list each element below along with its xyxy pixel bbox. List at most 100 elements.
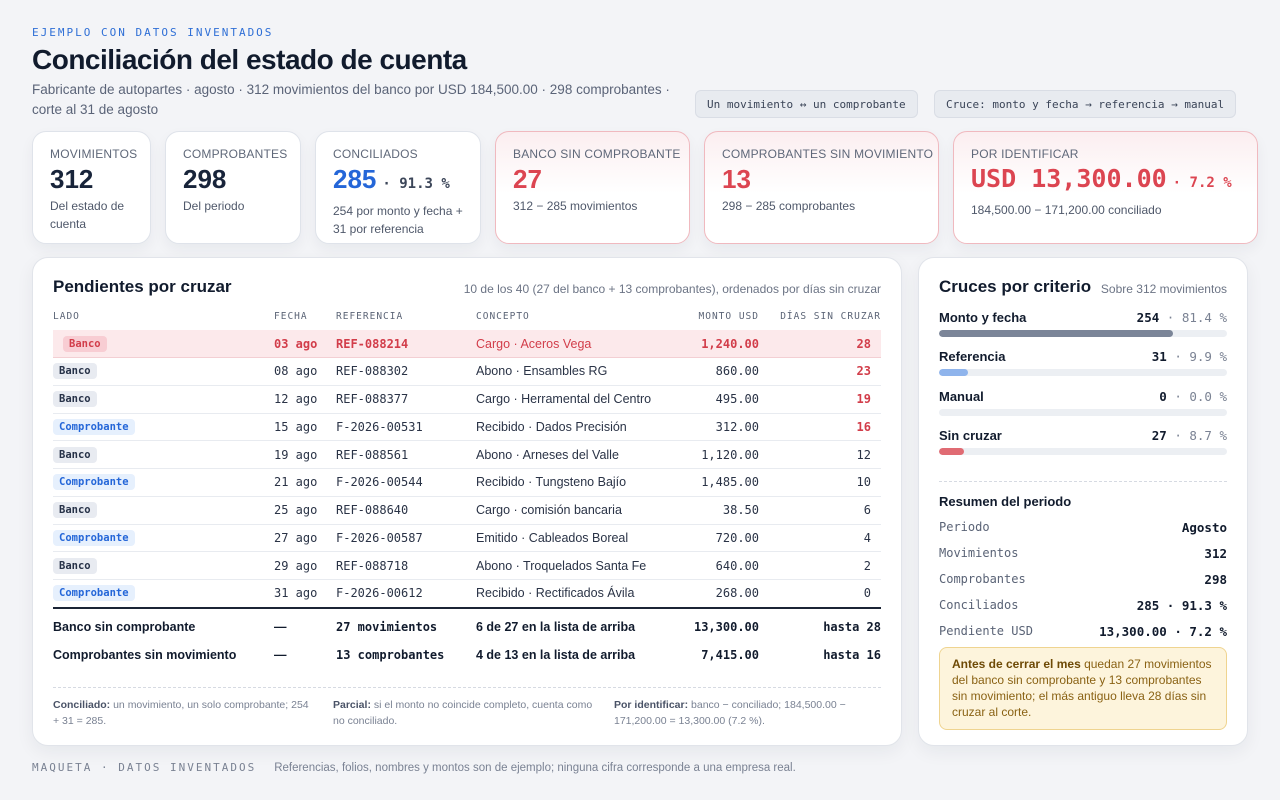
table-row[interactable]: Banco 19 ago REF-088561 Abono · Arneses del… xyxy=(53,441,881,469)
criteria-meta: Sobre 312 movimientos xyxy=(1100,282,1227,296)
summary-list-note: 4 de 13 en la lista de arriba xyxy=(476,648,636,662)
period-divider xyxy=(939,481,1227,482)
kpi-note: Del estado de cuenta xyxy=(50,199,125,231)
col-header-side: LADO xyxy=(53,311,80,322)
side-cell: Banco xyxy=(53,386,97,413)
table-row[interactable]: Banco 25 ago REF-088640 Cargo · comisión ba… xyxy=(53,497,881,525)
period-row: Pendiente USD 13,300.00 · 7.2 % xyxy=(939,624,1227,640)
summary-count: 27 movimientos xyxy=(336,620,438,634)
table-row[interactable]: Banco 12 ago REF-088377 Cargo · Herramental… xyxy=(53,386,881,414)
period-title: Resumen del periodo xyxy=(939,494,1072,509)
period-row: Conciliados 285 · 91.3 % xyxy=(939,598,1227,614)
reference-cell: F-2026-00587 xyxy=(336,530,423,545)
footnote-conciliado: Conciliado: un movimiento, un solo compr… xyxy=(53,699,309,727)
summary-amount: 13,300.00 xyxy=(693,620,759,634)
kpi-comprobantes: COMPROBANTES 298 Del periodo xyxy=(165,131,301,244)
footnote-por-identificar: Por identificar: banco − conciliado; 184… xyxy=(614,699,846,727)
concept-cell: Abono · Arneses del Valle xyxy=(476,447,619,462)
days-cell: 19 xyxy=(856,392,871,406)
summary-days: hasta 16 xyxy=(823,648,881,662)
amount-cell: 38.50 xyxy=(722,503,759,517)
kpi-note: 184,500.00 − 171,200.00 conciliado xyxy=(971,203,1162,217)
table-row[interactable]: Comprobante 27 ago F-2026-00587 Emitido · C… xyxy=(53,524,881,553)
kpi-note: 312 − 285 movimientos xyxy=(513,199,638,213)
kpi-value: USD 13,300.00 xyxy=(971,164,1167,193)
kpi-label: BANCO SIN COMPROBANTE xyxy=(513,147,681,161)
period-row: Comprobantes 298 xyxy=(939,572,1227,588)
date-cell: 31 ago xyxy=(274,586,318,601)
kpi-percent: · 7.2 % xyxy=(1172,175,1232,191)
criterion-count: 0 · 0.0 % xyxy=(1159,389,1227,404)
side-badge: Comprobante xyxy=(53,474,135,491)
page-footer: MAQUETA · DATOS INVENTADOS Referencias, f… xyxy=(32,761,796,774)
criterion-item: Monto y fecha 254 · 81.4 % xyxy=(939,310,1227,340)
side-cell: Banco xyxy=(63,330,107,357)
side-cell: Banco xyxy=(53,497,97,524)
side-cell: Comprobante xyxy=(53,524,135,551)
criterion-count: 31 · 9.9 % xyxy=(1151,349,1227,364)
period-row: Periodo Agosto xyxy=(939,520,1227,536)
col-header-days: DÍAS SIN CRUZAR xyxy=(780,311,881,322)
date-cell: 12 ago xyxy=(274,392,318,406)
summary-label: Comprobantes sin movimiento xyxy=(53,648,237,662)
table-row[interactable]: Comprobante 21 ago F-2026-00544 Recibido · … xyxy=(53,469,881,497)
days-cell: 16 xyxy=(856,419,871,434)
period-value: 312 xyxy=(1204,546,1227,561)
concept-cell: Recibido · Dados Precisión xyxy=(476,419,627,434)
date-cell: 25 ago xyxy=(274,503,318,517)
kpi-value: 312 xyxy=(50,164,94,194)
reference-cell: F-2026-00544 xyxy=(336,475,423,490)
kpi-label: CONCILIADOS xyxy=(333,147,418,161)
page-subtitle: Fabricante de autopartes · agosto · 312 … xyxy=(32,82,670,117)
side-badge: Banco xyxy=(53,446,97,463)
kpi-note: 254 por monto y fecha + 31 por referenci… xyxy=(333,204,463,236)
reference-cell: REF-088561 xyxy=(336,447,409,462)
col-header-date: FECHA xyxy=(274,311,308,322)
side-badge: Banco xyxy=(53,502,97,518)
kpi-value: 13 xyxy=(722,164,751,194)
side-badge: Comprobante xyxy=(53,585,135,602)
criterion-bar-track xyxy=(939,330,1227,337)
summary-rule xyxy=(53,607,881,609)
side-badge: Banco xyxy=(53,557,97,574)
table-row[interactable]: Banco 03 ago REF-088214 Cargo · Aceros Vega… xyxy=(53,330,881,358)
concept-cell: Recibido · Tungsteno Bajío xyxy=(476,475,627,490)
criterion-item: Referencia 31 · 9.9 % xyxy=(939,349,1227,379)
side-cell: Comprobante xyxy=(53,580,135,607)
days-cell: 2 xyxy=(863,558,871,573)
days-cell: 23 xyxy=(856,364,871,379)
summary-count: 13 comprobantes xyxy=(336,648,445,662)
amount-cell: 1,120.00 xyxy=(701,447,759,462)
summary-dash: — xyxy=(274,648,287,662)
period-value: Agosto xyxy=(1181,520,1227,535)
kpi-label: COMPROBANTES SIN MOVIMIENTO xyxy=(722,147,934,161)
closing-warning: Antes de cerrar el mes quedan 27 movimie… xyxy=(939,647,1227,730)
criterion-bar-track xyxy=(939,369,1227,376)
table-row[interactable]: Comprobante 15 ago F-2026-00531 Recibido · … xyxy=(53,413,881,442)
footnote-divider xyxy=(53,687,881,688)
kpi-note: 298 − 285 comprobantes xyxy=(722,199,856,213)
days-cell: 0 xyxy=(863,586,871,601)
table-row[interactable]: Banco 29 ago REF-088718 Abono · Troquelados… xyxy=(53,552,881,580)
criteria-title: Cruces por criterio xyxy=(939,277,1092,296)
col-header-concept: CONCEPTO xyxy=(476,311,530,322)
footer-tag: MAQUETA · DATOS INVENTADOS xyxy=(32,761,257,774)
summary-row-vouchers: Comprobantes sin movimiento — 13 comprob… xyxy=(53,642,881,668)
criterion-name: Manual xyxy=(939,389,984,404)
kpi-banco-sin-comprobante: BANCO SIN COMPROBANTE 27 312 − 285 movim… xyxy=(495,131,690,244)
side-cell: Banco xyxy=(53,441,97,468)
days-cell: 12 xyxy=(856,447,871,462)
kpi-value: 27 xyxy=(513,164,542,194)
footer-text: Referencias, folios, nombres y montos so… xyxy=(274,762,796,774)
pending-meta: 10 de los 40 (27 del banco + 13 comproba… xyxy=(463,282,881,296)
amount-cell: 1,485.00 xyxy=(701,475,759,490)
table-row[interactable]: Comprobante 31 ago F-2026-00612 Recibido · … xyxy=(53,580,881,608)
table-row[interactable]: Banco 08 ago REF-088302 Abono · Ensambles R… xyxy=(53,358,881,386)
date-cell: 21 ago xyxy=(274,475,318,490)
kpi-label: MOVIMIENTOS xyxy=(50,147,138,161)
period-key: Conciliados xyxy=(939,598,1019,612)
kpi-label: POR IDENTIFICAR xyxy=(971,147,1079,161)
days-cell: 10 xyxy=(856,475,871,490)
concept-cell: Recibido · Rectificados Ávila xyxy=(476,586,635,601)
summary-row-bank: Banco sin comprobante — 27 movimientos 6… xyxy=(53,614,881,640)
